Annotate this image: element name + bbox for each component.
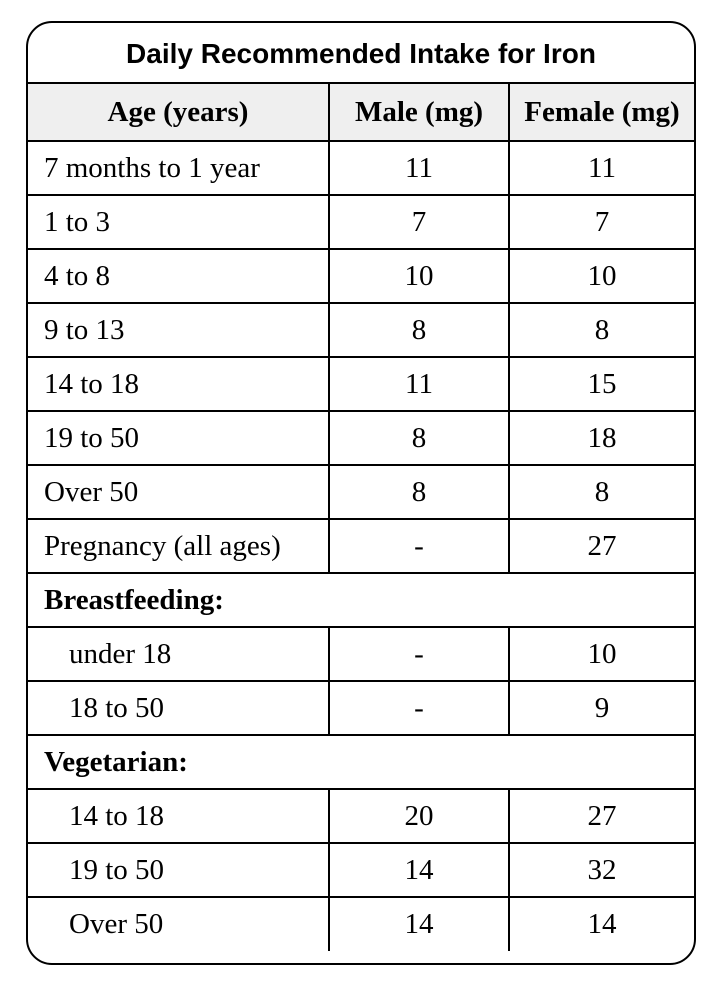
male-cell: 11 [328, 356, 509, 411]
table-row: 1 to 3 7 7 [28, 194, 694, 249]
section-row-breastfeeding: Breastfeeding: [28, 572, 694, 627]
age-cell: 9 to 13 [28, 302, 329, 357]
age-cell: 7 months to 1 year [28, 140, 329, 195]
header-age: Age (years) [28, 84, 329, 141]
table-row: 14 to 18 20 27 [28, 788, 694, 843]
header-female: Female (mg) [508, 84, 694, 141]
male-cell: - [328, 626, 509, 681]
male-cell: - [328, 680, 509, 735]
male-cell: 8 [328, 410, 509, 465]
iron-intake-table: Age (years) Male (mg) Female (mg) 7 mont… [28, 84, 694, 951]
female-cell: 10 [508, 248, 694, 303]
table-row: 9 to 13 8 8 [28, 302, 694, 357]
table-title: Daily Recommended Intake for Iron [28, 23, 694, 84]
age-cell: Over 50 [28, 896, 329, 951]
male-cell: 14 [328, 842, 509, 897]
age-cell: Pregnancy (all ages) [28, 518, 329, 573]
female-cell: 8 [508, 464, 694, 519]
table-row: 18 to 50 - 9 [28, 680, 694, 735]
table-row: 19 to 50 8 18 [28, 410, 694, 465]
female-cell: 7 [508, 194, 694, 249]
female-cell: 18 [508, 410, 694, 465]
table-row: 19 to 50 14 32 [28, 842, 694, 897]
section-label: Breastfeeding: [28, 572, 694, 627]
male-cell: 20 [328, 788, 509, 843]
female-cell: 14 [508, 896, 694, 951]
table-row: 4 to 8 10 10 [28, 248, 694, 303]
female-cell: 10 [508, 626, 694, 681]
female-cell: 11 [508, 140, 694, 195]
table-row: Pregnancy (all ages) - 27 [28, 518, 694, 573]
female-cell: 15 [508, 356, 694, 411]
female-cell: 27 [508, 788, 694, 843]
age-cell: Over 50 [28, 464, 329, 519]
female-cell: 27 [508, 518, 694, 573]
section-row-vegetarian: Vegetarian: [28, 734, 694, 789]
table-row: 7 months to 1 year 11 11 [28, 140, 694, 195]
age-cell: 4 to 8 [28, 248, 329, 303]
header-male: Male (mg) [328, 84, 509, 141]
iron-intake-card: Daily Recommended Intake for Iron Age (y… [26, 21, 696, 965]
male-cell: 8 [328, 464, 509, 519]
female-cell: 8 [508, 302, 694, 357]
age-cell: 18 to 50 [28, 680, 329, 735]
age-cell: 1 to 3 [28, 194, 329, 249]
age-cell: 14 to 18 [28, 788, 329, 843]
section-label: Vegetarian: [28, 734, 694, 789]
table-row: Over 50 14 14 [28, 896, 694, 951]
male-cell: 10 [328, 248, 509, 303]
header-row: Age (years) Male (mg) Female (mg) [28, 84, 694, 141]
age-cell: under 18 [28, 626, 329, 681]
table-row: 14 to 18 11 15 [28, 356, 694, 411]
female-cell: 32 [508, 842, 694, 897]
table-row: Over 50 8 8 [28, 464, 694, 519]
table-row: under 18 - 10 [28, 626, 694, 681]
age-cell: 19 to 50 [28, 842, 329, 897]
male-cell: 11 [328, 140, 509, 195]
male-cell: - [328, 518, 509, 573]
male-cell: 8 [328, 302, 509, 357]
age-cell: 19 to 50 [28, 410, 329, 465]
male-cell: 14 [328, 896, 509, 951]
female-cell: 9 [508, 680, 694, 735]
male-cell: 7 [328, 194, 509, 249]
age-cell: 14 to 18 [28, 356, 329, 411]
